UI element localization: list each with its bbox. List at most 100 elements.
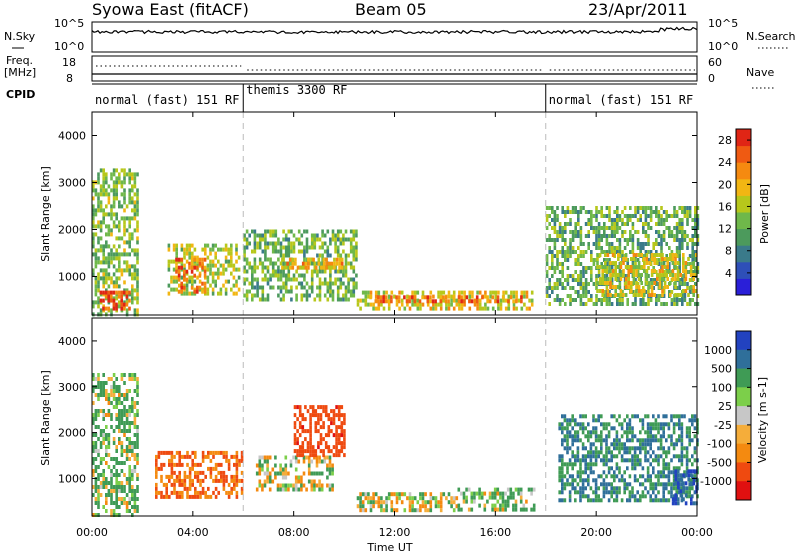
echo-cell (118, 268, 121, 273)
echo-cell (112, 437, 116, 441)
echo-cell (128, 481, 131, 485)
echo-cell (669, 293, 672, 297)
echo-cell (219, 271, 223, 276)
echo-cell (473, 299, 476, 304)
echo-cell (167, 259, 171, 264)
echo-cell (342, 249, 345, 254)
echo-cell (206, 275, 210, 280)
echo-cell (655, 230, 658, 234)
echo-cell (92, 304, 95, 309)
echo-cell (298, 413, 302, 418)
echo-cell (610, 442, 613, 447)
echo-cell (694, 230, 697, 234)
echo-cell (408, 299, 411, 304)
echo-cell (292, 273, 296, 278)
echo-cell (618, 270, 622, 274)
echo-cell (105, 260, 108, 265)
echo-cell (136, 393, 139, 397)
echo-cell (660, 262, 663, 266)
echo-cell (287, 241, 291, 246)
echo-cell (579, 226, 583, 230)
echo-cell (287, 487, 290, 492)
echo-cell (203, 285, 207, 290)
echo-cell (128, 264, 131, 269)
echo-cell (217, 271, 220, 276)
echo-cell (186, 486, 189, 491)
echo-cell (380, 302, 383, 307)
echo-cell (632, 265, 636, 269)
echo-cell (123, 405, 126, 409)
echo-cell (118, 473, 121, 477)
echo-cell (667, 482, 671, 487)
echo-cell (317, 417, 320, 422)
echo-cell (193, 265, 196, 270)
echo-cell (209, 251, 212, 256)
echo-cell (304, 417, 307, 422)
echo-cell (605, 462, 608, 467)
echo-cell (631, 226, 635, 230)
echo-cell (276, 471, 280, 476)
echo-cell (279, 297, 283, 302)
echo-cell (675, 238, 679, 242)
echo-cell (672, 442, 676, 447)
echo-cell (175, 287, 178, 292)
echo-cell (311, 453, 315, 458)
echo-cell (118, 244, 121, 249)
echo-cell (679, 489, 683, 494)
echo-cell (564, 250, 567, 254)
echo-cell (688, 254, 692, 258)
echo-cell (694, 258, 697, 262)
echo-cell (340, 433, 344, 438)
echo-cell (128, 373, 131, 377)
echo-cell (594, 446, 598, 451)
echo-cell (133, 505, 137, 509)
echo-cell (584, 222, 588, 226)
echo-cell (608, 226, 611, 230)
echo-cell (618, 466, 621, 471)
echo-cell (421, 504, 425, 509)
echo-cell (525, 294, 529, 299)
echo-cell (605, 450, 608, 455)
echo-cell (97, 501, 100, 505)
echo-cell (311, 409, 315, 414)
echo-cell (347, 237, 350, 242)
echo-cell (128, 477, 131, 481)
echo-cell (652, 422, 655, 427)
echo-cell (403, 306, 407, 311)
echo-cell (645, 273, 649, 277)
echo-cell (322, 405, 325, 410)
echo-cell (227, 251, 230, 256)
echo-cell (235, 251, 238, 256)
echo-cell (204, 251, 207, 256)
echo-cell (551, 226, 554, 230)
echo-cell (563, 482, 567, 487)
echo-cell (568, 430, 572, 435)
echo-cell (245, 229, 249, 234)
echo-cell (282, 261, 285, 266)
echo-cell (92, 240, 95, 245)
echo-cell (287, 289, 291, 294)
echo-cell (329, 241, 332, 246)
echo-cell (604, 253, 607, 257)
echo-cell (120, 481, 124, 485)
echo-cell (445, 302, 448, 307)
echo-cell (623, 458, 626, 463)
echo-cell (605, 474, 608, 479)
echo-cell (170, 450, 174, 455)
echo-cell (411, 504, 414, 509)
echo-cell (590, 270, 593, 274)
echo-cell (514, 507, 518, 512)
echo-cell (339, 297, 343, 302)
echo-cell (170, 466, 174, 471)
echo-cell (673, 302, 676, 306)
echo-cell (471, 294, 474, 299)
echo-cell (380, 508, 383, 513)
echo-cell (118, 417, 121, 421)
echo-cell (665, 242, 668, 246)
echo-cell (338, 257, 341, 262)
echo-cell (691, 298, 694, 302)
echo-cell (136, 485, 139, 489)
echo-cell (659, 482, 663, 487)
echo-cell (131, 377, 134, 381)
echo-cell (421, 295, 424, 300)
